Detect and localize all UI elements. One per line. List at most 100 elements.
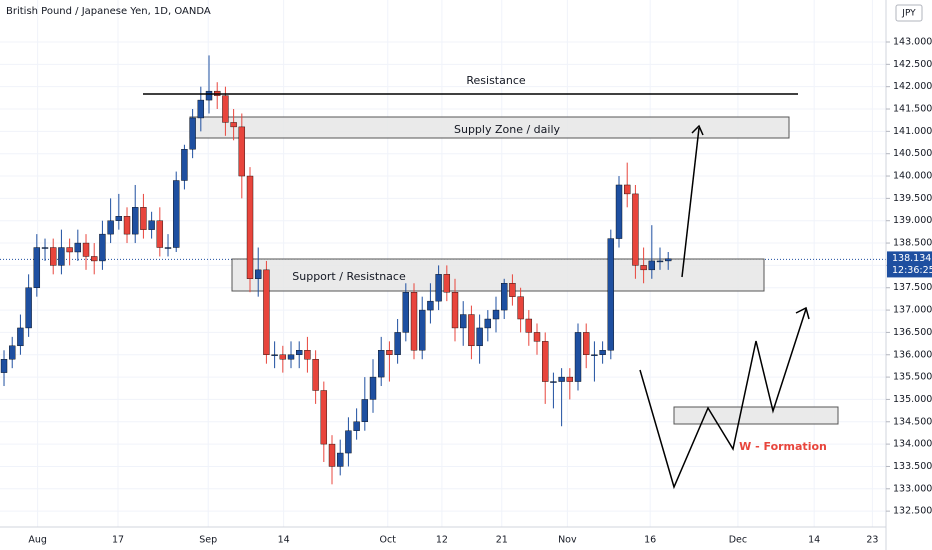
y-tick-label: 134.500 — [893, 416, 932, 427]
w-zone — [673, 406, 839, 425]
candle-body — [542, 341, 549, 382]
x-tick-label: Dec — [729, 535, 747, 546]
candle-body — [312, 359, 319, 391]
candle-body — [451, 292, 459, 329]
currency-box — [895, 4, 923, 22]
candle-body — [435, 274, 442, 302]
candle-body — [304, 350, 311, 360]
x-tick-label: 17 — [112, 535, 124, 546]
candle-body — [656, 260, 664, 263]
countdown-label: 12:36:25 — [892, 265, 932, 276]
support-zone — [231, 258, 765, 292]
candle-body — [607, 238, 615, 351]
candle-body — [443, 274, 451, 293]
candle-body — [533, 332, 541, 342]
candle-body — [123, 216, 131, 235]
candle-body — [665, 258, 672, 262]
y-tick-label: 142.000 — [893, 81, 932, 92]
candle-body — [484, 318, 492, 329]
candle-body — [99, 233, 106, 262]
y-tick-label: 140.000 — [893, 171, 932, 182]
currency-label: JPY — [901, 9, 916, 19]
supply-label: Supply Zone / daily — [454, 123, 561, 136]
y-tick-label: 133.000 — [893, 483, 932, 494]
candle-body — [230, 122, 237, 128]
candle-body — [66, 247, 73, 253]
y-tick-label: 139.000 — [893, 215, 932, 226]
candle-body — [427, 300, 434, 311]
candle-body — [632, 193, 639, 266]
candle-body — [574, 332, 582, 382]
x-tick-label: Oct — [380, 535, 397, 546]
x-tick-label: 12 — [436, 535, 448, 546]
y-tick-label: 135.000 — [893, 394, 932, 405]
candle-body — [410, 292, 418, 351]
price-tag-label: 138.134 — [892, 253, 931, 264]
y-tick-label: 141.000 — [893, 126, 932, 137]
candle-body — [599, 350, 606, 355]
w-label: W - Formation — [739, 440, 827, 453]
candle-body — [566, 376, 574, 382]
y-tick-label: 134.000 — [893, 439, 932, 450]
candle-body — [58, 247, 65, 266]
candle-body — [337, 452, 344, 467]
candle-body — [74, 242, 82, 253]
y-tick-label: 138.500 — [893, 238, 932, 249]
candle-body — [640, 265, 647, 271]
x-tick-label: Nov — [558, 535, 577, 546]
candle-body — [132, 207, 139, 235]
candle-body — [583, 332, 590, 355]
arrow-head — [795, 306, 810, 320]
y-tick-label: 141.500 — [893, 104, 932, 115]
candle-body — [205, 90, 213, 101]
candle-body — [263, 269, 270, 355]
candle-body — [378, 350, 385, 378]
candle-body — [17, 327, 24, 347]
candle-body — [624, 184, 631, 195]
candle-body — [238, 126, 246, 177]
candle-body — [591, 354, 598, 356]
x-tick-label: Sep — [199, 535, 217, 546]
candle-body — [509, 283, 516, 297]
candle-body — [615, 184, 623, 239]
w-path — [639, 308, 807, 490]
candle-body — [460, 314, 467, 329]
candle-body — [558, 376, 565, 382]
candle-body — [255, 269, 262, 279]
candle-body — [148, 220, 155, 230]
candle-body — [50, 247, 57, 266]
y-tick-label: 135.500 — [893, 372, 932, 383]
candle-body — [222, 95, 229, 123]
candle-body — [296, 350, 303, 355]
x-tick-label: 23 — [866, 535, 878, 546]
candle-body — [279, 354, 287, 360]
x-tick-label: Aug — [28, 535, 47, 546]
chart-title: British Pound / Japanese Yen, 1D, OANDA — [6, 6, 211, 17]
y-tick-label: 137.500 — [893, 282, 932, 293]
candle-body — [33, 247, 41, 288]
y-tick-label: 136.000 — [893, 349, 932, 360]
resistance-label: Resistance — [466, 74, 526, 87]
candle-body — [287, 354, 295, 360]
axes: 132.500 133.000 133.500 134.000 134.500 135.0… — [28, 36, 932, 546]
candle-body — [197, 99, 205, 119]
support-label: Support / Resistnace — [292, 270, 406, 283]
candle-body — [648, 260, 656, 271]
candle-body — [0, 359, 8, 373]
candle-body — [82, 242, 90, 257]
candle-body — [517, 296, 524, 320]
candle-body — [468, 314, 475, 347]
projection-arrow — [681, 127, 700, 278]
candle-body — [9, 345, 16, 360]
y-tick-label: 142.500 — [893, 59, 932, 70]
x-tick-label: 16 — [644, 535, 656, 546]
x-tick-label: 14 — [278, 535, 290, 546]
candle-body — [476, 327, 483, 347]
candle-body — [181, 149, 188, 181]
candle-body — [394, 332, 401, 355]
candle-body — [41, 247, 49, 249]
x-tick-label: 14 — [808, 535, 820, 546]
candle-body — [164, 247, 172, 249]
candle-body — [402, 292, 410, 333]
